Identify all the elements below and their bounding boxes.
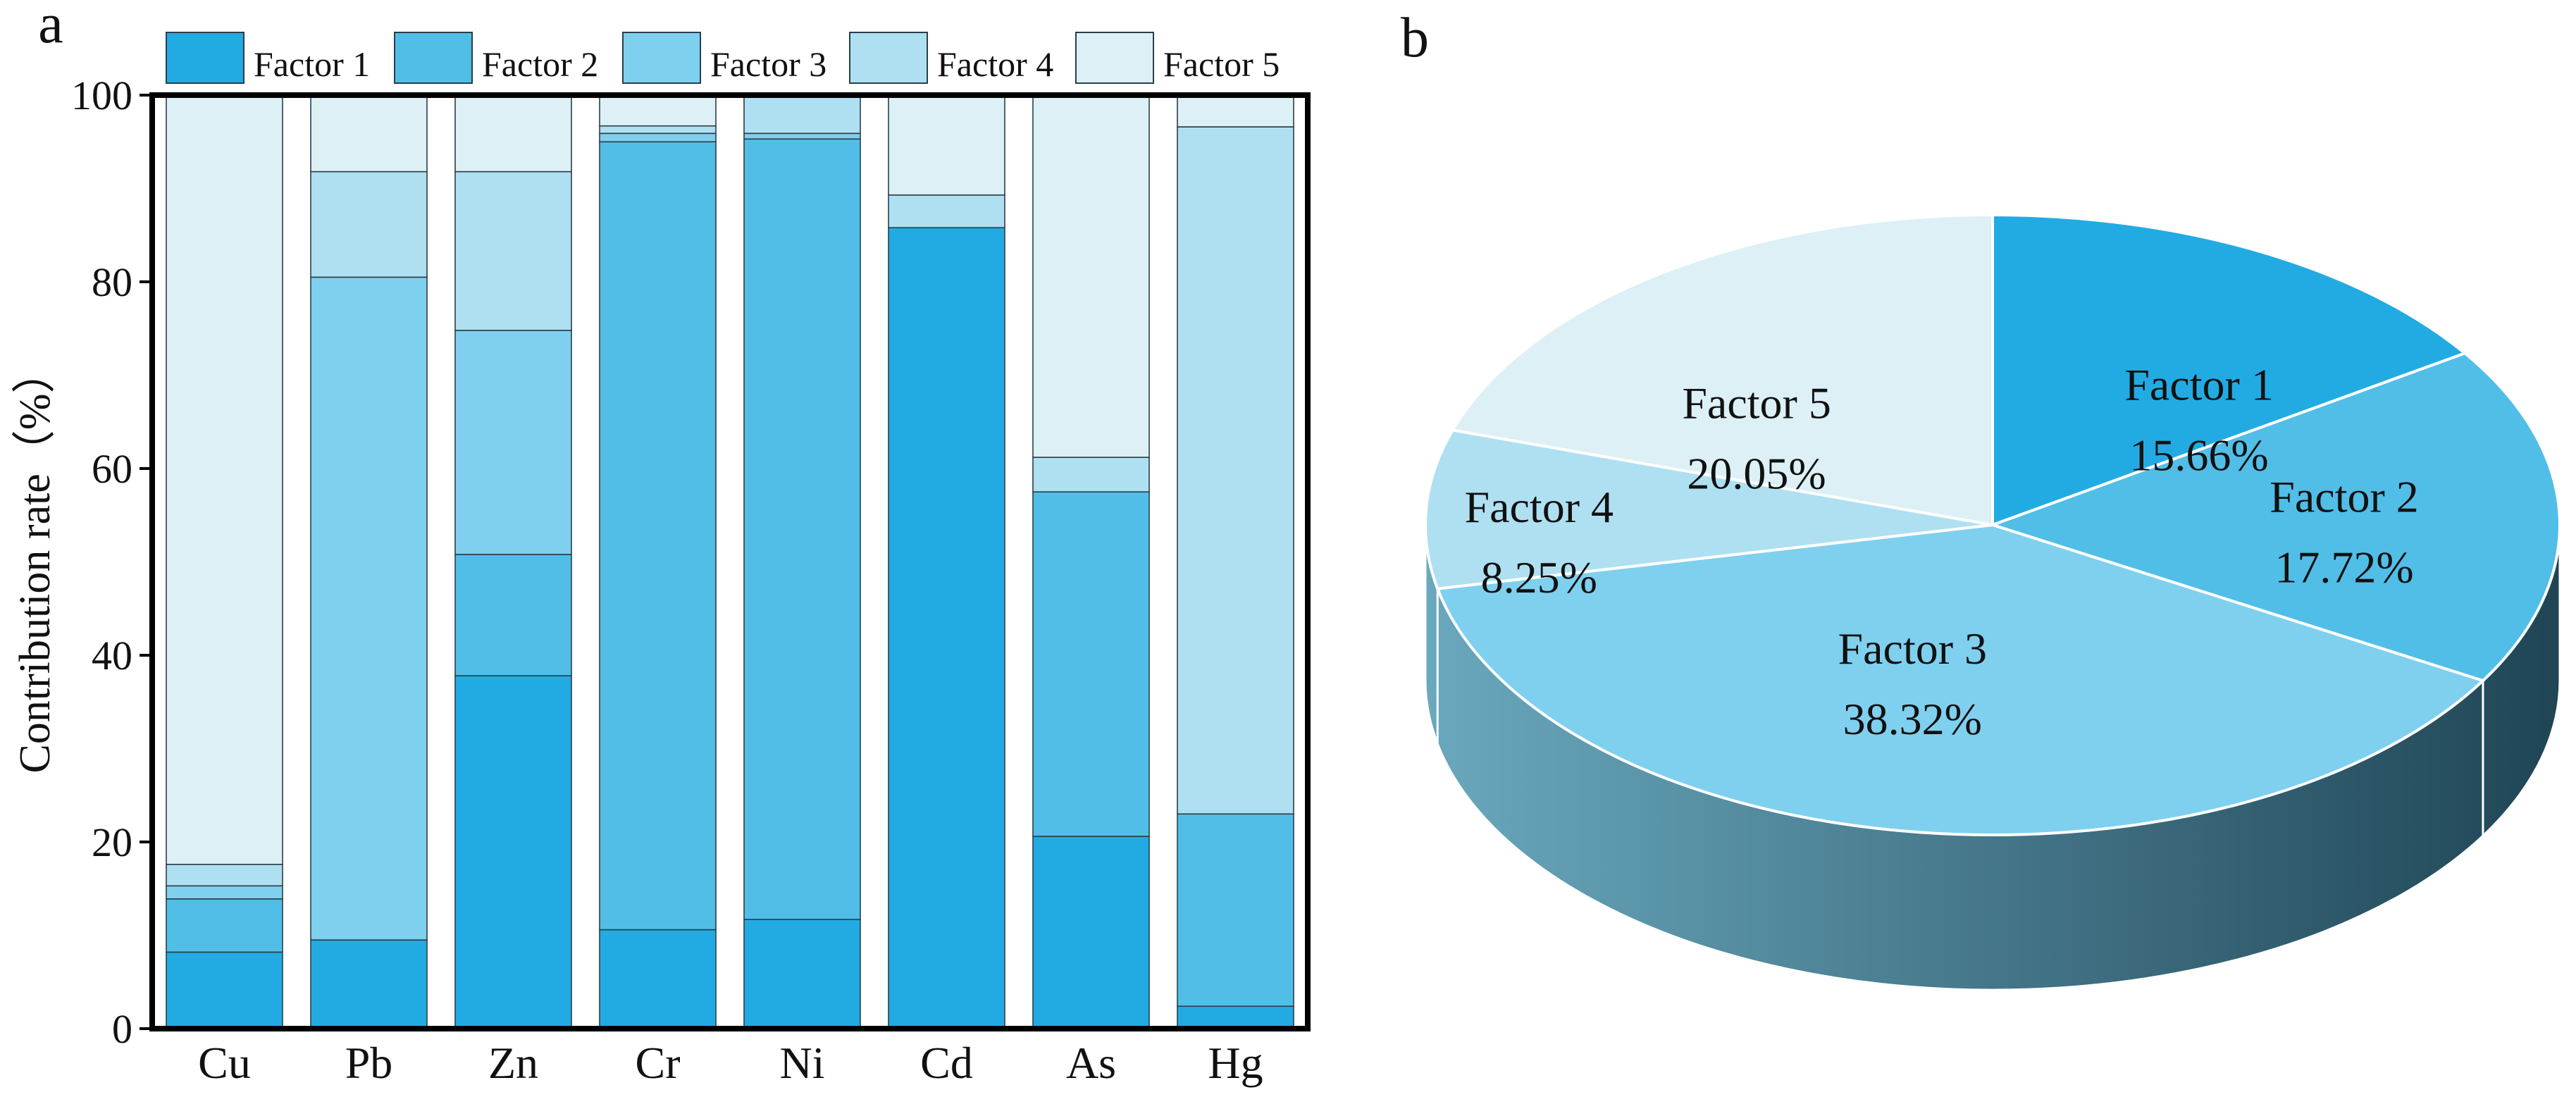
bar-segment-cr-factor-5 — [599, 94, 717, 127]
legend-label-factor-1: Factor 1 — [254, 44, 370, 84]
legend-label-factor-3: Factor 3 — [710, 44, 826, 84]
panel-label-b: b — [1401, 7, 1429, 69]
pie-label-factor-1: Factor 1 — [2124, 360, 2274, 410]
bar-segment-cr-factor-2 — [599, 141, 717, 931]
pie-value-factor-3: 38.32% — [1843, 694, 1982, 744]
bar-segment-zn-factor-3 — [454, 330, 572, 555]
bar-segment-pb-factor-1 — [310, 939, 428, 1029]
x-tick-label-as: As — [1066, 1038, 1116, 1088]
bar-segment-as-factor-5 — [1032, 94, 1150, 458]
bar-chart-plot-frame — [149, 92, 1311, 1031]
pie-slice-factor-2 — [1988, 352, 2561, 683]
pie-label-factor-3: Factor 3 — [1838, 624, 1988, 674]
bar-segment-hg-factor-5 — [1177, 94, 1294, 128]
pie-value-factor-1: 15.66% — [2129, 430, 2268, 481]
pie-slice-factor-3 — [1435, 523, 2486, 836]
x-tick-label-cu: Cu — [198, 1038, 251, 1088]
pie-slice-factor-5 — [1450, 213, 1994, 527]
bar-segment-hg-factor-1 — [1177, 1005, 1294, 1029]
bar-segment-cr-factor-4 — [599, 125, 717, 135]
bar-segment-cr-factor-3 — [599, 132, 717, 143]
bar-segment-ni-factor-2 — [743, 138, 861, 920]
bar-segment-ni-factor-4 — [743, 94, 861, 135]
legend-swatch-factor-3 — [622, 32, 701, 84]
pie-label-factor-4: Factor 4 — [1465, 482, 1614, 532]
x-tick-label-pb: Pb — [345, 1038, 393, 1088]
bar-segment-as-factor-2 — [1032, 491, 1150, 837]
legend-label-factor-5: Factor 5 — [1163, 44, 1280, 84]
bar-segment-as-factor-1 — [1032, 836, 1150, 1029]
y-tick-label: 40 — [92, 633, 132, 678]
bar-segment-pb-factor-4 — [310, 171, 428, 278]
x-tick-label-zn: Zn — [488, 1038, 538, 1088]
y-tick-label: 80 — [92, 259, 132, 305]
bar-segment-cu-factor-3 — [166, 885, 283, 900]
bar-segment-cu-factor-5 — [166, 94, 283, 865]
bar-segment-cu-factor-1 — [166, 951, 283, 1029]
bar-segment-hg-factor-4 — [1177, 126, 1294, 815]
bar-segment-cd-factor-5 — [888, 94, 1005, 196]
bar-segment-pb-factor-5 — [310, 94, 428, 173]
bar-segment-cu-factor-2 — [166, 898, 283, 953]
legend-swatch-factor-5 — [1075, 32, 1154, 84]
x-tick-label-ni: Ni — [780, 1038, 825, 1088]
bar-segment-zn-factor-5 — [454, 94, 572, 173]
y-tick-label: 0 — [112, 1006, 132, 1052]
panel-label-a: a — [38, 0, 63, 55]
y-tick-label: 20 — [92, 819, 132, 865]
bar-segment-zn-factor-4 — [454, 171, 572, 331]
bar-segment-cd-factor-1 — [888, 227, 1005, 1029]
bar-segment-zn-factor-1 — [454, 675, 572, 1029]
bar-chart-legend: Factor 1 Factor 2 Factor 3 Factor 4 Factor 5 — [166, 32, 1280, 84]
x-tick-label-hg: Hg — [1208, 1038, 1263, 1088]
bar-segment-as-factor-4 — [1032, 457, 1150, 492]
bar-chart-bars — [166, 94, 1294, 1029]
pie-chart: Factor 1 15.66%Factor 2 17.72% Factor 3 38.3… — [1424, 213, 2561, 991]
legend-swatch-factor-1 — [166, 32, 244, 84]
bar-chart-y-axis: 0 20 40 60 80 100 — [71, 73, 152, 1052]
bar-chart-y-axis-title: Contribution rate（%） — [11, 350, 59, 774]
bar-segment-cr-factor-1 — [599, 929, 717, 1029]
pie-value-factor-5: 20.05% — [1687, 449, 1826, 499]
bar-segment-pb-factor-3 — [310, 276, 428, 941]
bar-segment-cd-factor-4 — [888, 194, 1005, 228]
pie-slice-factor-1 — [1991, 213, 2468, 527]
bar-segment-zn-factor-2 — [454, 554, 572, 676]
pie-slice-factor-4 — [1424, 428, 1993, 590]
y-tick-label: 100 — [71, 73, 132, 118]
y-tick-label: 60 — [92, 446, 132, 492]
legend-label-factor-2: Factor 2 — [482, 44, 598, 84]
bar-segment-hg-factor-2 — [1177, 813, 1294, 1008]
pie-label-factor-2: Factor 2 — [2270, 472, 2419, 522]
bar-chart-x-axis: Cu Pb Zn Cr Ni Cd As Hg — [198, 1038, 1263, 1088]
x-tick-label-cd: Cd — [920, 1038, 973, 1088]
bar-segment-ni-factor-3 — [743, 132, 861, 140]
bar-segment-cu-factor-4 — [166, 864, 283, 887]
pie-value-factor-4: 8.25% — [1481, 552, 1597, 602]
pie-value-factor-2: 17.72% — [2274, 543, 2413, 593]
legend-swatch-factor-2 — [394, 32, 473, 84]
legend-label-factor-4: Factor 4 — [937, 44, 1053, 84]
pie-label-factor-5: Factor 5 — [1682, 378, 1831, 428]
x-tick-label-cr: Cr — [636, 1038, 681, 1088]
legend-swatch-factor-4 — [849, 32, 928, 84]
bar-segment-ni-factor-1 — [743, 919, 861, 1029]
